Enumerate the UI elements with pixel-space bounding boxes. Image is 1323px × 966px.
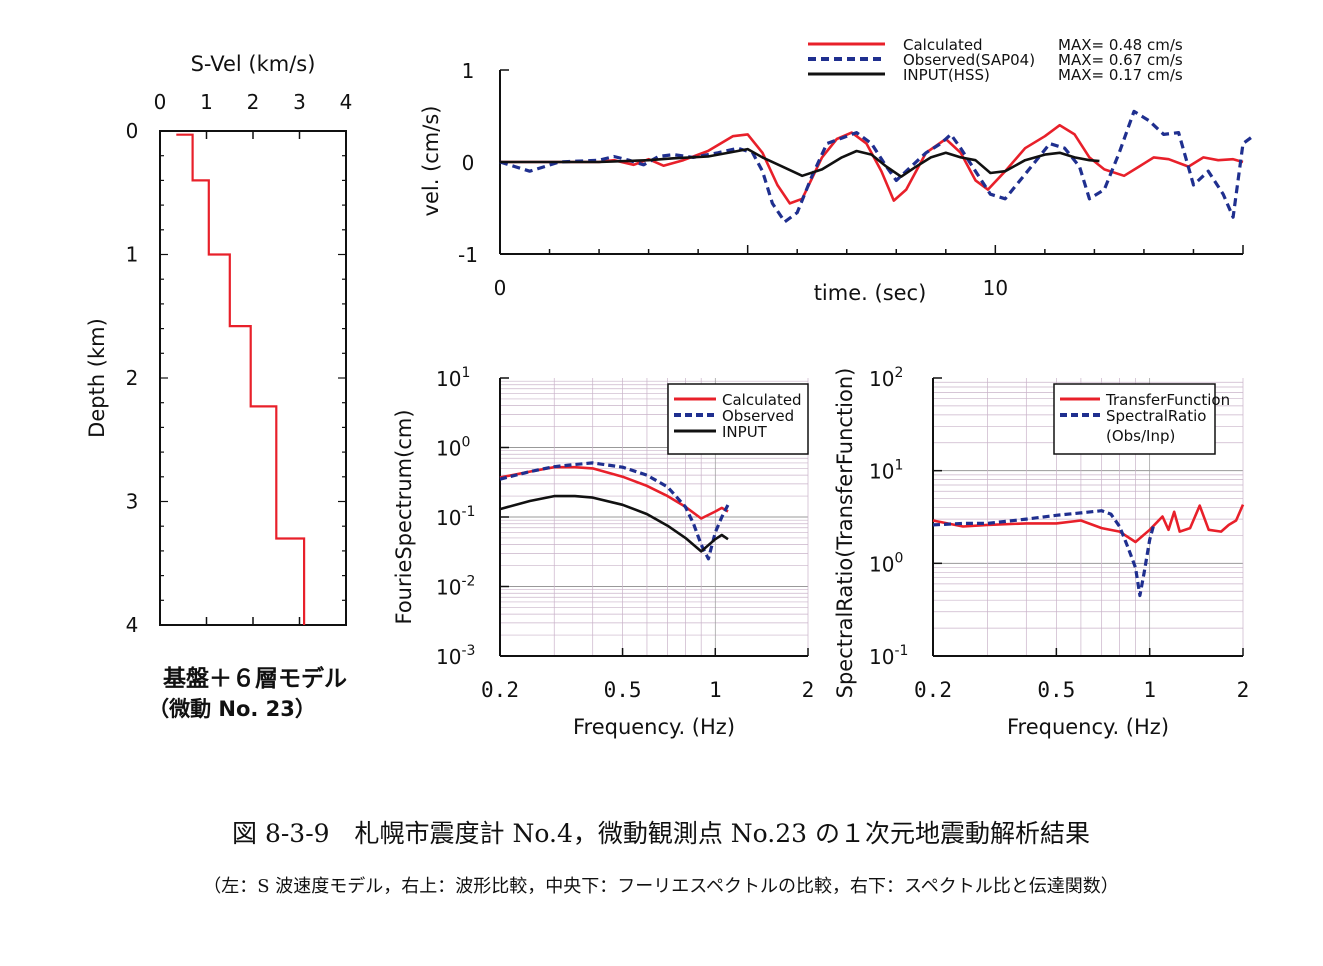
fourier-y-tick-label: 10-1: [436, 504, 475, 530]
profile-x-axis-label: S-Vel (km/s): [191, 52, 316, 76]
legend-max-calculated: MAX= 0.48 cm/s: [1058, 36, 1183, 54]
ratio-y-axis-label: SpectralRatio(TransferFunction): [833, 368, 857, 699]
figure-caption-title: 図 8-3-9 札幌市震度計 No.4，微動観測点 No.23 の１次元地震動解…: [232, 819, 1090, 848]
fourier-y-tick-exponent: -3: [461, 643, 475, 659]
profile-y-tick-label: 4: [126, 613, 139, 637]
velocity-profile-chart: S-Vel (km/s) Depth (km) 基盤＋６層モデル （微動 No.…: [85, 52, 352, 721]
ratio-x-tick-label: 0.5: [1037, 678, 1075, 702]
ratio-y-tick-label: 101: [869, 458, 903, 484]
profile-y-axis-label: Depth (km): [85, 318, 109, 438]
spectral-ratio-chart: Frequency. (Hz) SpectralRatio(TransferFu…: [833, 365, 1249, 739]
ratio-legend-box: [1053, 383, 1216, 455]
fourier-y-tick-label: 10-3: [436, 643, 475, 669]
fourier-y-tick-label: 101: [436, 365, 470, 391]
fourier-legend: Calculated Observed INPUT: [667, 383, 809, 455]
legend-label-input: INPUT: [722, 423, 768, 441]
profile-y-tick-label: 0: [126, 119, 139, 143]
fourier-y-tick-exponent: -2: [461, 574, 475, 590]
ratio-y-tick-label: 100: [869, 550, 903, 576]
profile-x-tick-label: 4: [340, 90, 353, 114]
wave-y-tick-label: 0: [462, 151, 475, 175]
wave-y-tick-label: -1: [458, 243, 478, 267]
legend-label-calculated: Calculated: [903, 36, 983, 54]
wave-series-calculated: [500, 123, 1244, 205]
ratio-y-tick-exponent: -1: [894, 643, 908, 659]
ratio-y-tick-exponent: 2: [894, 365, 903, 381]
fourier-x-tick-label: 0.2: [481, 678, 519, 702]
ratio-y-tick-exponent: 1: [894, 458, 903, 474]
fourier-y-axis-label: FourieSpectrum(cm): [392, 409, 416, 624]
fourier-y-tick-exponent: 1: [461, 365, 470, 381]
legend-label-spectral-ratio: SpectralRatio: [1106, 407, 1206, 425]
wave-y-tick-label: 1: [462, 59, 475, 83]
wave-series-input: [500, 147, 1100, 178]
wave-x-tick-label: 10: [983, 276, 1008, 300]
fourier-y-tick-exponent: 0: [461, 435, 470, 451]
legend-max-observed: MAX= 0.67 cm/s: [1058, 51, 1183, 69]
fourier-series-2: [499, 494, 729, 553]
ratio-y-tick-label: 10-1: [869, 643, 908, 669]
fourier-legend-box: [667, 383, 809, 455]
profile-plot-frame: [159, 130, 347, 626]
fourier-y-tick-label: 10-2: [436, 574, 475, 600]
legend-label-spectral-ratio-sub: (Obs/Inp): [1106, 427, 1175, 445]
fourier-x-tick-label: 1: [709, 678, 722, 702]
legend-label-observed: Observed: [722, 407, 794, 425]
fourier-y-tick-exponent: -1: [461, 504, 475, 520]
ratio-series-0: [932, 504, 1245, 544]
fourier-spectrum-chart: Frequency. (Hz) FourieSpectrum(cm) 0.2 0.…: [392, 365, 814, 739]
profile-x-tick-label: 0: [154, 90, 167, 114]
legend-label-observed: Observed(SAP04): [903, 51, 1035, 69]
wave-x-tick-label: 0: [494, 276, 507, 300]
legend-label-calculated: Calculated: [722, 391, 802, 409]
ratio-legend: TransferFunction SpectralRatio (Obs/Inp): [1053, 383, 1230, 455]
legend-max-input: MAX= 0.17 cm/s: [1058, 66, 1183, 84]
profile-x-tick-label: 1: [200, 90, 213, 114]
ratio-x-tick-label: 2: [1237, 678, 1250, 702]
velocity-step-line: [176, 133, 306, 625]
profile-x-tick-label: 3: [293, 90, 306, 114]
legend-label-input: INPUT(HSS): [903, 66, 990, 84]
profile-x-tick-label: 2: [247, 90, 260, 114]
ratio-series-1: [932, 509, 1156, 598]
ratio-y-tick-label: 102: [869, 365, 903, 391]
wave-x-axis-label: time. (sec): [814, 281, 927, 305]
fourier-x-tick-label: 0.5: [604, 678, 642, 702]
profile-y-tick-label: 2: [126, 366, 139, 390]
model-label: 基盤＋６層モデル: [163, 665, 347, 692]
profile-y-tick-label: 3: [126, 490, 139, 514]
ratio-x-tick-label: 1: [1143, 678, 1156, 702]
model-sublabel: （微動 No. 23）: [148, 697, 316, 721]
ratio-x-axis-label: Frequency. (Hz): [1007, 715, 1169, 739]
ratio-x-tick-label: 0.2: [914, 678, 952, 702]
profile-y-tick-label: 1: [126, 243, 139, 267]
fourier-x-tick-label: 2: [802, 678, 815, 702]
fourier-x-axis-label: Frequency. (Hz): [573, 715, 735, 739]
legend-label-transfer-function: TransferFunction: [1105, 391, 1230, 409]
figure-caption-subtitle: （左：S 波速度モデル，右上：波形比較，中央下：フーリエスペクトルの比較，右下：…: [203, 876, 1119, 897]
fourier-y-tick-label: 100: [436, 435, 470, 461]
waveform-chart: time. (sec) vel. (cm/s) Calculated Obser…: [419, 36, 1254, 305]
wave-legend: Calculated Observed(SAP04) INPUT(HSS) MA…: [808, 36, 1183, 84]
ratio-y-tick-exponent: 0: [894, 550, 903, 566]
wave-y-axis-label: vel. (cm/s): [419, 106, 443, 217]
